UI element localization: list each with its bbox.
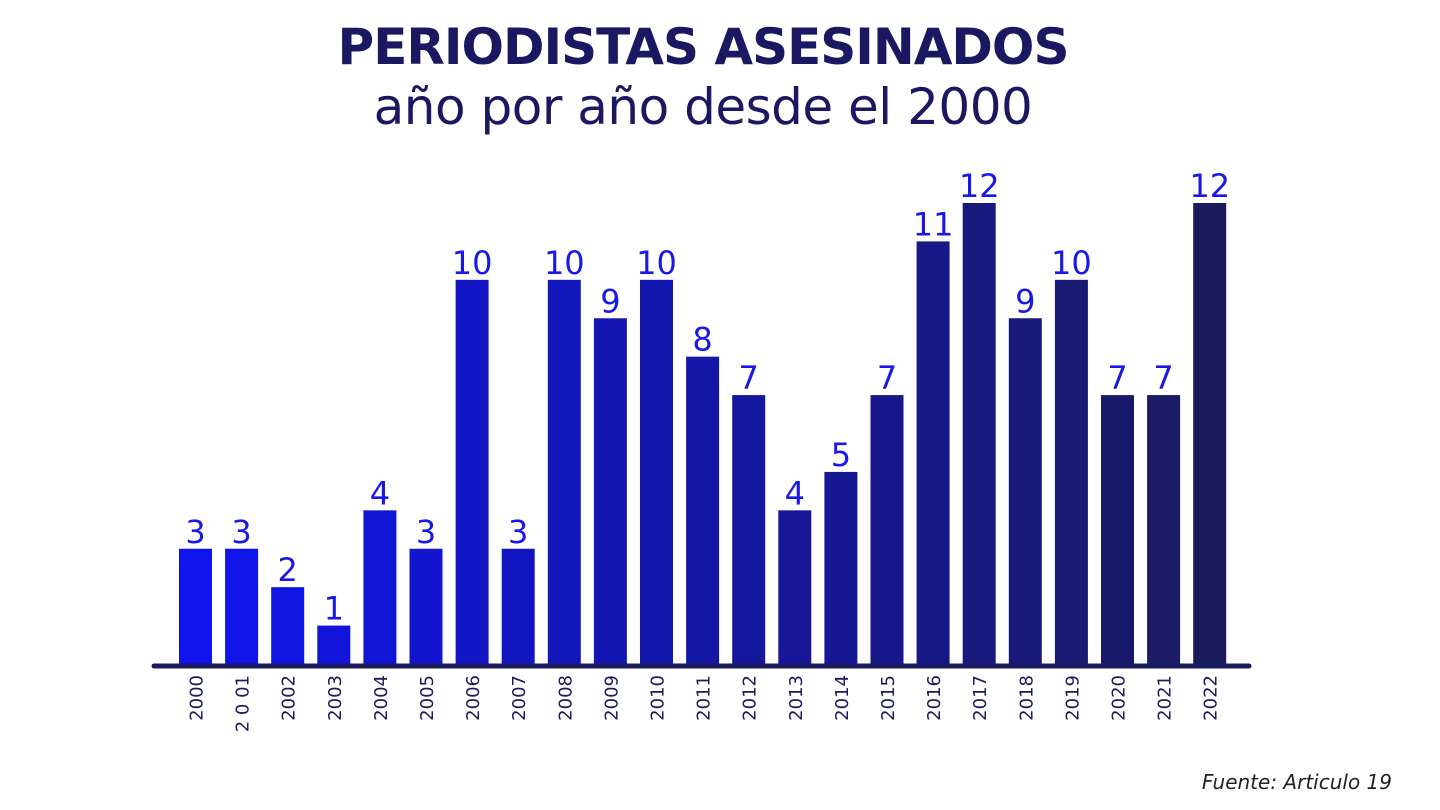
x-tick-label: 2019	[1062, 675, 1083, 721]
bar	[640, 279, 673, 664]
x-tick-label: 2014	[832, 675, 853, 721]
x-tick-label: 2015	[878, 675, 899, 721]
bar-value-label: 10	[452, 244, 493, 282]
bar-value-label: 7	[1107, 359, 1127, 397]
x-tick-label: 2022	[1201, 675, 1222, 721]
x-tick-label: 2013	[786, 675, 807, 721]
x-tick-label: 2000	[187, 675, 208, 721]
bar	[1147, 395, 1181, 664]
bar-value-label: 11	[913, 205, 954, 243]
x-tick-label: 2005	[417, 675, 438, 721]
bar	[778, 510, 812, 664]
chart-subtitle: año por año desde el 2000	[373, 78, 1033, 136]
bar-value-label: 10	[636, 244, 677, 282]
bar-value-label: 5	[831, 436, 851, 474]
x-tick-label: 2010	[648, 675, 669, 721]
x-tick-label: 2021	[1155, 675, 1176, 721]
bar	[547, 279, 581, 664]
x-tick-label: 2017	[970, 675, 991, 721]
bar-value-label: 7	[877, 359, 897, 397]
bar-value-label: 10	[1051, 244, 1092, 282]
bar-value-label: 2	[278, 551, 298, 589]
x-tick-label: 2 0 01	[233, 675, 254, 732]
bar	[1054, 279, 1088, 664]
bar-value-label: 7	[739, 359, 759, 397]
x-tick-label: 2006	[463, 675, 484, 721]
x-tick-label: 2012	[740, 675, 761, 721]
bar-value-label: 1	[324, 590, 344, 628]
bar	[317, 625, 351, 664]
bar-value-label: 8	[692, 321, 712, 359]
bar-value-label: 12	[1189, 167, 1230, 205]
bar	[455, 279, 489, 664]
chart-title: PERIODISTAS ASESINADOS	[337, 18, 1070, 76]
bar-value-label: 3	[508, 513, 528, 551]
x-tick-label: 2018	[1016, 675, 1037, 721]
bar-value-label: 12	[959, 167, 1000, 205]
bar-value-label: 4	[785, 474, 805, 512]
bar-value-label: 9	[1015, 282, 1035, 320]
source-note: Fuente: Articulo 19	[1201, 770, 1392, 794]
bar	[1101, 395, 1134, 664]
x-tick-label: 2016	[924, 675, 945, 721]
x-tick-label: 2003	[325, 675, 346, 721]
bar-value-label: 3	[185, 513, 205, 551]
bar	[732, 395, 766, 664]
bar	[363, 510, 397, 664]
bar	[916, 241, 950, 664]
x-tick-label: 2002	[279, 675, 300, 721]
bar-value-label: 4	[370, 474, 390, 512]
bar-value-label: 3	[231, 513, 251, 551]
bar-value-label: 3	[416, 513, 436, 551]
x-tick-label: 2011	[694, 675, 715, 721]
bar	[271, 587, 305, 664]
bar	[1008, 318, 1042, 664]
bar	[962, 203, 996, 664]
bar	[870, 395, 904, 664]
bar	[501, 548, 535, 664]
bar-value-label: 10	[544, 244, 585, 282]
bar	[1193, 203, 1227, 664]
bar	[225, 548, 259, 664]
x-tick-label: 2020	[1109, 675, 1130, 721]
bar	[409, 548, 443, 664]
bar	[179, 548, 212, 664]
x-tick-label: 2008	[555, 675, 576, 721]
x-tick-label: 2009	[601, 675, 622, 721]
bar-value-label: 7	[1153, 359, 1173, 397]
bar	[593, 318, 627, 664]
x-tick-label: 2004	[371, 675, 392, 721]
bar	[686, 356, 720, 664]
bar	[824, 471, 858, 664]
bar-value-label: 9	[600, 282, 620, 320]
x-tick-label: 2007	[509, 675, 530, 721]
